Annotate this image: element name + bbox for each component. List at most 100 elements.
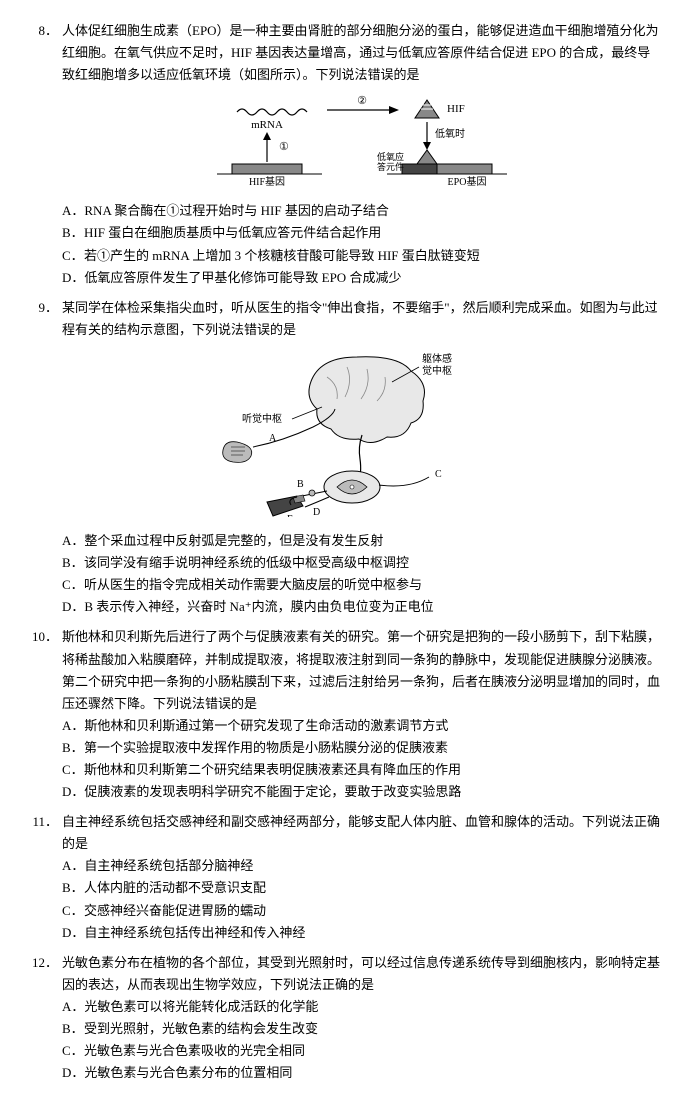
figure-q8: mRNA ① HIF基因 ② HIF 低氧时 (30, 92, 663, 194)
option-label: D． (62, 596, 84, 618)
option-text: 自主神经系统包括传出神经和传入神经 (84, 922, 663, 944)
option-text: 光敏色素与光合色素吸收的光完全相同 (84, 1040, 663, 1062)
option-d: D．B 表示传入神经，兴奋时 Na⁺内流，膜内由负电位变为正电位 (62, 596, 663, 618)
option-label: A． (62, 200, 84, 222)
options-q8: A．RNA 聚合酶在①过程开始时与 HIF 基因的启动子结合 B．HIF 蛋白在… (30, 200, 663, 288)
option-text: 若①产生的 mRNA 上增加 3 个核糖核苷酸可能导致 HIF 蛋白肽链变短 (84, 245, 663, 267)
option-label: B． (62, 552, 84, 574)
question-stem: 10． 斯他林和贝利斯先后进行了两个与促胰液素有关的研究。第一个研究是把狗的一段… (30, 626, 663, 714)
label-e: E (287, 514, 293, 517)
option-c: C．若①产生的 mRNA 上增加 3 个核糖核苷酸可能导致 HIF 蛋白肽链变短 (62, 245, 663, 267)
option-text: 自主神经系统包括部分脑神经 (84, 855, 663, 877)
option-text: 低氧应答原件发生了甲基化修饰可能导致 EPO 合成减少 (84, 267, 663, 289)
option-text: 第一个实验提取液中发挥作用的物质是小肠粘膜分泌的促胰液素 (84, 737, 663, 759)
option-label: A． (62, 715, 84, 737)
option-c: C．交感神经兴奋能促进胃肠的蠕动 (62, 900, 663, 922)
option-d: D．光敏色素与光合色素分布的位置相同 (62, 1062, 663, 1084)
option-text: 斯他林和贝利斯第二个研究结果表明促胰液素还具有降血压的作用 (84, 759, 663, 781)
option-b: B．人体内脏的活动都不受意识支配 (62, 877, 663, 899)
option-label: D． (62, 922, 84, 944)
option-a: A．斯他林和贝利斯通过第一个研究发现了生命活动的激素调节方式 (62, 715, 663, 737)
label-two: ② (357, 95, 367, 107)
option-a: A．自主神经系统包括部分脑神经 (62, 855, 663, 877)
question-body: 某同学在体检采集指尖血时，听从医生的指令"伸出食指，不要缩手"，然后顺利完成采血… (62, 297, 663, 341)
question-11: 11． 自主神经系统包括交感神经和副交感神经两部分，能够支配人体内脏、血管和腺体… (30, 811, 663, 944)
option-label: C． (62, 900, 84, 922)
option-text: RNA 聚合酶在①过程开始时与 HIF 基因的启动子结合 (84, 200, 663, 222)
option-label: B． (62, 877, 84, 899)
diagram-reflex: 躯体感 觉中枢 听觉中枢 A B C D (197, 347, 497, 517)
question-stem: 11． 自主神经系统包括交感神经和副交感神经两部分，能够支配人体内脏、血管和腺体… (30, 811, 663, 855)
option-text: 整个采血过程中反射弧是完整的，但是没有发生反射 (84, 530, 663, 552)
option-text: 该同学没有缩手说明神经系统的低级中枢受高级中枢调控 (84, 552, 663, 574)
option-a: A．RNA 聚合酶在①过程开始时与 HIF 基因的启动子结合 (62, 200, 663, 222)
label-response-2: 答元件 (377, 161, 404, 172)
option-label: A． (62, 996, 84, 1018)
options-q10: A．斯他林和贝利斯通过第一个研究发现了生命活动的激素调节方式 B．第一个实验提取… (30, 715, 663, 803)
option-label: D． (62, 267, 84, 289)
option-text: HIF 蛋白在细胞质基质中与低氧应答元件结合起作用 (84, 222, 663, 244)
figure-q9: 躯体感 觉中枢 听觉中枢 A B C D (30, 347, 663, 524)
option-label: C． (62, 759, 84, 781)
option-label: A． (62, 855, 84, 877)
question-number: 12． (30, 952, 62, 996)
option-label: C． (62, 245, 84, 267)
label-d: D (313, 507, 320, 517)
label-b: B (297, 479, 304, 490)
option-d: D．自主神经系统包括传出神经和传入神经 (62, 922, 663, 944)
question-number: 11． (30, 811, 62, 855)
option-c: C．光敏色素与光合色素吸收的光完全相同 (62, 1040, 663, 1062)
question-body: 人体促红细胞生成素（EPO）是一种主要由肾脏的部分细胞分泌的蛋白，能够促进造血干… (62, 20, 663, 86)
option-b: B．第一个实验提取液中发挥作用的物质是小肠粘膜分泌的促胰液素 (62, 737, 663, 759)
question-number: 10． (30, 626, 62, 714)
option-label: C． (62, 1040, 84, 1062)
option-text: 人体内脏的活动都不受意识支配 (84, 877, 663, 899)
option-text: 交感神经兴奋能促进胃肠的蠕动 (84, 900, 663, 922)
options-q11: A．自主神经系统包括部分脑神经 B．人体内脏的活动都不受意识支配 C．交感神经兴… (30, 855, 663, 943)
question-stem: 8． 人体促红细胞生成素（EPO）是一种主要由肾脏的部分细胞分泌的蛋白，能够促进… (30, 20, 663, 86)
option-c: C．斯他林和贝利斯第二个研究结果表明促胰液素还具有降血压的作用 (62, 759, 663, 781)
option-text: 受到光照射，光敏色素的结构会发生改变 (84, 1018, 663, 1040)
option-text: 听从医生的指令完成相关动作需要大脑皮层的听觉中枢参与 (84, 574, 663, 596)
question-9: 9． 某同学在体检采集指尖血时，听从医生的指令"伸出食指，不要缩手"，然后顺利完… (30, 297, 663, 619)
label-c: C (435, 469, 442, 480)
question-body: 斯他林和贝利斯先后进行了两个与促胰液素有关的研究。第一个研究是把狗的一段小肠剪下… (62, 626, 663, 714)
option-b: B．该同学没有缩手说明神经系统的低级中枢受高级中枢调控 (62, 552, 663, 574)
question-8: 8． 人体促红细胞生成素（EPO）是一种主要由肾脏的部分细胞分泌的蛋白，能够促进… (30, 20, 663, 289)
question-stem: 12． 光敏色素分布在植物的各个部位，其受到光照射时，可以经过信息传递系统传导到… (30, 952, 663, 996)
option-label: C． (62, 574, 84, 596)
option-text: 促胰液素的发现表明科学研究不能囿于定论，要敢于改变实验思路 (84, 781, 663, 803)
label-mrna: mRNA (251, 119, 283, 131)
label-body-1: 躯体感 (422, 352, 452, 365)
option-d: D．促胰液素的发现表明科学研究不能囿于定论，要敢于改变实验思路 (62, 781, 663, 803)
option-c: C．听从医生的指令完成相关动作需要大脑皮层的听觉中枢参与 (62, 574, 663, 596)
question-10: 10． 斯他林和贝利斯先后进行了两个与促胰液素有关的研究。第一个研究是把狗的一段… (30, 626, 663, 803)
option-label: D． (62, 781, 84, 803)
option-a: A．整个采血过程中反射弧是完整的，但是没有发生反射 (62, 530, 663, 552)
label-lowo2: 低氧时 (435, 127, 465, 140)
question-number: 8． (30, 20, 62, 86)
label-a: A (269, 433, 277, 444)
diagram-epo: mRNA ① HIF基因 ② HIF 低氧时 (177, 92, 517, 187)
option-label: B． (62, 737, 84, 759)
label-epo-gene: EPO基因 (447, 175, 486, 187)
options-q9: A．整个采血过程中反射弧是完整的，但是没有发生反射 B．该同学没有缩手说明神经系… (30, 530, 663, 618)
label-one: ① (279, 141, 289, 153)
option-b: B．受到光照射，光敏色素的结构会发生改变 (62, 1018, 663, 1040)
option-label: A． (62, 530, 84, 552)
question-stem: 9． 某同学在体检采集指尖血时，听从医生的指令"伸出食指，不要缩手"，然后顺利完… (30, 297, 663, 341)
question-body: 光敏色素分布在植物的各个部位，其受到光照射时，可以经过信息传递系统传导到细胞核内… (62, 952, 663, 996)
label-response-1: 低氧应 (377, 151, 404, 162)
option-text: 光敏色素与光合色素分布的位置相同 (84, 1062, 663, 1084)
option-d: D．低氧应答原件发生了甲基化修饰可能导致 EPO 合成减少 (62, 267, 663, 289)
option-text: B 表示传入神经，兴奋时 Na⁺内流，膜内由负电位变为正电位 (84, 596, 663, 618)
label-hear: 听觉中枢 (242, 412, 282, 425)
label-body-2: 觉中枢 (422, 364, 452, 377)
options-q12: A．光敏色素可以将光能转化成活跃的化学能 B．受到光照射，光敏色素的结构会发生改… (30, 996, 663, 1084)
option-b: B．HIF 蛋白在细胞质基质中与低氧应答元件结合起作用 (62, 222, 663, 244)
option-label: B． (62, 1018, 84, 1040)
question-12: 12． 光敏色素分布在植物的各个部位，其受到光照射时，可以经过信息传递系统传导到… (30, 952, 663, 1085)
option-a: A．光敏色素可以将光能转化成活跃的化学能 (62, 996, 663, 1018)
option-text: 光敏色素可以将光能转化成活跃的化学能 (84, 996, 663, 1018)
option-label: D． (62, 1062, 84, 1084)
